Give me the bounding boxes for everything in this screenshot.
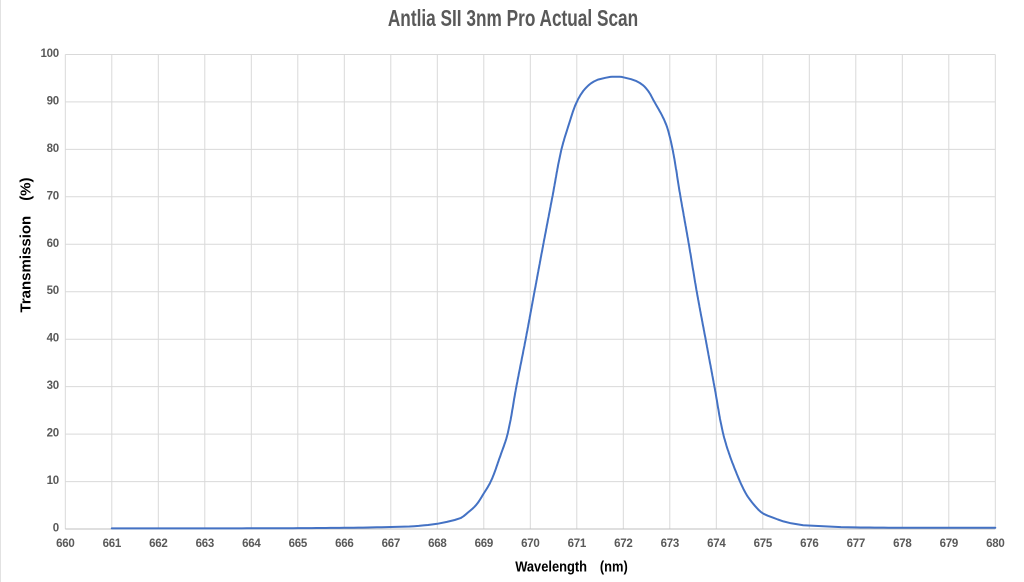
svg-text:663: 663 <box>196 538 214 550</box>
svg-text:669: 669 <box>475 538 493 550</box>
svg-text:30: 30 <box>47 380 59 392</box>
svg-text:679: 679 <box>940 538 958 550</box>
svg-text:70: 70 <box>47 190 59 202</box>
svg-text:676: 676 <box>800 538 818 550</box>
svg-text:100: 100 <box>41 48 59 60</box>
svg-text:80: 80 <box>47 143 59 155</box>
svg-text:666: 666 <box>335 538 353 550</box>
svg-text:673: 673 <box>661 538 679 550</box>
svg-text:40: 40 <box>47 333 59 345</box>
svg-text:668: 668 <box>428 538 447 550</box>
svg-text:671: 671 <box>568 538 587 550</box>
svg-text:20: 20 <box>47 428 59 440</box>
svg-text:50: 50 <box>47 285 59 297</box>
svg-text:664: 664 <box>242 538 261 550</box>
svg-text:662: 662 <box>149 538 167 550</box>
svg-text:672: 672 <box>614 538 632 550</box>
svg-text:670: 670 <box>521 538 539 550</box>
svg-text:675: 675 <box>754 538 773 550</box>
svg-text:677: 677 <box>847 538 865 550</box>
svg-text:Wavelength (nm): Wavelength (nm) <box>515 558 628 575</box>
svg-text:674: 674 <box>707 538 726 550</box>
svg-text:680: 680 <box>986 538 1004 550</box>
svg-text:0: 0 <box>53 523 59 535</box>
svg-text:665: 665 <box>289 538 308 550</box>
svg-text:661: 661 <box>103 538 122 550</box>
svg-text:660: 660 <box>56 538 74 550</box>
svg-text:60: 60 <box>47 238 59 250</box>
svg-text:90: 90 <box>47 95 59 107</box>
svg-text:667: 667 <box>382 538 400 550</box>
svg-text:Transmission (%): Transmission (%) <box>18 177 35 312</box>
svg-text:678: 678 <box>893 538 912 550</box>
svg-text:Antlia SII 3nm Pro Actual Scan: Antlia SII 3nm Pro Actual Scan <box>388 7 638 32</box>
svg-text:10: 10 <box>47 475 59 487</box>
